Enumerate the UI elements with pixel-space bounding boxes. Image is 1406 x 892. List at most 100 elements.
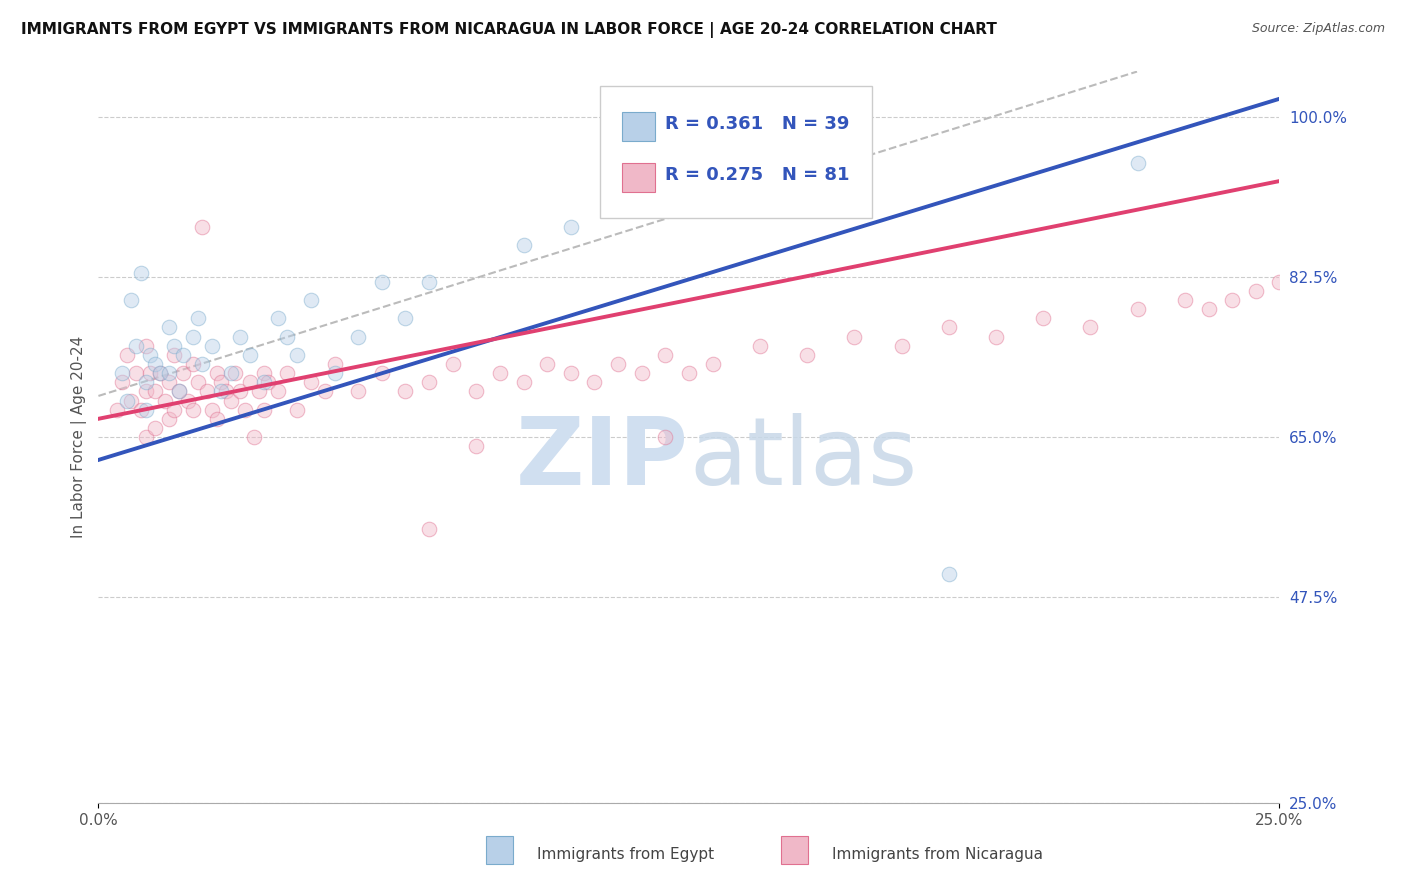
Point [285,402,308,417]
Point [323,357,346,371]
Text: atlas: atlas [689,413,917,505]
Point [224,366,246,380]
Point [125,366,148,380]
Point [418,521,440,535]
Point [630,366,652,380]
Text: Immigrants from Nicaragua: Immigrants from Nicaragua [832,847,1043,862]
Point [347,384,370,399]
Point [890,339,912,353]
Point [654,348,676,362]
Point [167,384,190,399]
Point [1244,284,1267,298]
Point [489,366,512,380]
Point [1174,293,1197,307]
Point [139,348,162,362]
Point [512,376,534,390]
Point [191,357,214,371]
Point [129,266,152,280]
Y-axis label: In Labor Force | Age 20-24: In Labor Force | Age 20-24 [72,336,87,538]
Point [512,238,534,252]
Point [607,357,630,371]
Text: Immigrants from Egypt: Immigrants from Egypt [537,847,714,862]
Text: R = 0.275   N = 81: R = 0.275 N = 81 [665,166,849,185]
Point [157,376,180,390]
Point [276,366,298,380]
Point [135,402,157,417]
Point [267,311,290,326]
Point [1220,293,1243,307]
Point [181,357,204,371]
Point [678,366,700,380]
Point [177,393,200,408]
Point [371,275,394,289]
Text: Source: ZipAtlas.com: Source: ZipAtlas.com [1251,22,1385,36]
Point [143,357,166,371]
Point [229,384,252,399]
Point [215,384,238,399]
Point [299,293,322,307]
Point [129,402,152,417]
Point [111,376,134,390]
Point [135,376,157,390]
FancyBboxPatch shape [621,163,655,192]
Point [323,366,346,380]
Point [938,320,960,334]
Point [984,329,1007,343]
Point [465,439,488,453]
Point [247,384,270,399]
Point [163,339,186,353]
Point [654,430,676,444]
Point [143,421,166,435]
Point [233,402,256,417]
Point [187,311,209,326]
Point [219,393,242,408]
Point [702,357,724,371]
Point [1126,155,1149,169]
Point [267,384,290,399]
Point [105,402,128,417]
Point [111,366,134,380]
Point [1032,311,1054,326]
Point [191,219,214,234]
Point [163,402,186,417]
Point [583,376,606,390]
Point [219,366,242,380]
Point [844,329,866,343]
Point [314,384,336,399]
Text: R = 0.361   N = 39: R = 0.361 N = 39 [665,115,849,133]
Point [748,339,770,353]
Point [394,311,416,326]
Point [135,384,157,399]
Point [276,329,298,343]
Text: IMMIGRANTS FROM EGYPT VS IMMIGRANTS FROM NICARAGUA IN LABOR FORCE | AGE 20-24 CO: IMMIGRANTS FROM EGYPT VS IMMIGRANTS FROM… [21,22,997,38]
Point [205,366,228,380]
Point [796,348,818,362]
Point [441,357,464,371]
Point [181,402,204,417]
Point [418,275,440,289]
Point [654,202,676,216]
Point [167,384,190,399]
Point [201,402,224,417]
Point [560,366,582,380]
Point [157,411,180,425]
Point [195,384,218,399]
Point [347,329,370,343]
Text: ZIP: ZIP [516,413,689,505]
Point [149,366,172,380]
Point [163,348,186,362]
Point [209,384,232,399]
Point [253,402,276,417]
Point [115,348,138,362]
Point [257,376,280,390]
Point [135,339,157,353]
Point [253,376,276,390]
Point [115,393,138,408]
Point [139,366,162,380]
Point [394,384,416,399]
Point [536,357,558,371]
Point [121,393,143,408]
Point [209,376,232,390]
Point [205,411,228,425]
Point [1198,301,1220,317]
